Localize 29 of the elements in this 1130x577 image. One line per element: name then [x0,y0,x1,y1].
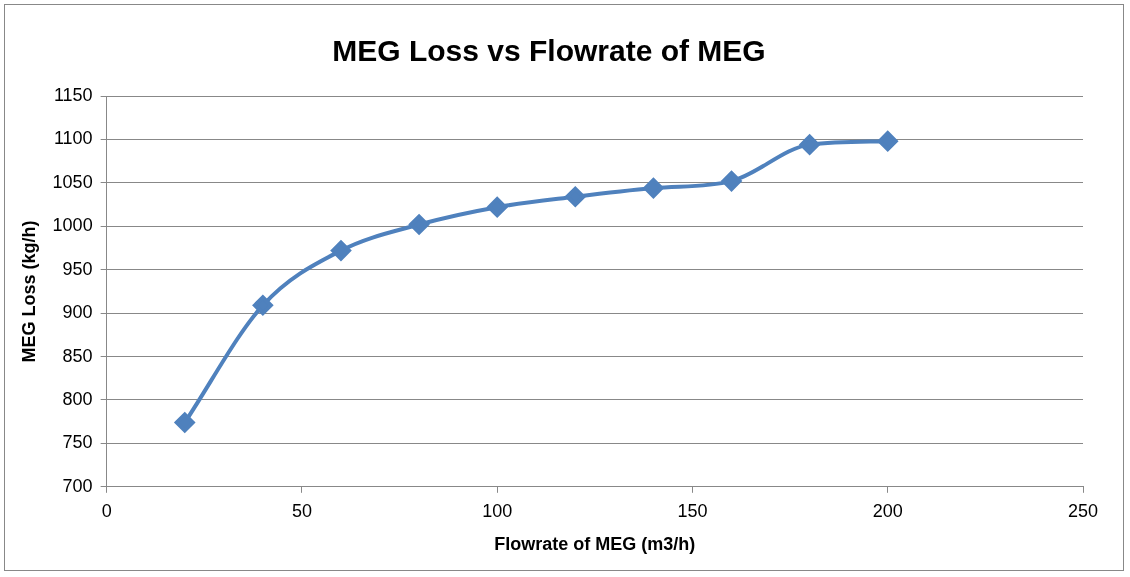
y-tick-label: 900 [62,302,93,323]
point [174,412,195,433]
x-tick-label: 100 [482,500,513,521]
x-axis-title: Flowrate of MEG (m3/h) [494,534,696,555]
y-tick-label: 950 [62,258,93,279]
y-tick-label: 850 [62,345,93,366]
point [252,295,273,316]
point [799,134,820,155]
x-tick-label: 200 [872,500,903,521]
y-tick-label: 1000 [52,215,93,236]
point [877,131,898,152]
chart-title: MEG Loss vs Flowrate of MEG [332,34,766,68]
point [721,171,742,192]
y-tick-label: 1100 [53,128,93,149]
x-tick-label: 0 [101,500,112,521]
point [643,178,664,199]
y-axis-title: MEG Loss (kg/h) [18,220,39,363]
y-tick-label: 700 [62,475,93,496]
x-tick-label: 250 [1067,500,1099,521]
x-tick-label: 150 [677,500,708,521]
point [330,240,351,261]
y-tick-label: 1150 [53,84,93,105]
y-tick-label: 1050 [52,171,93,192]
point [409,214,430,235]
y-tick-label: 800 [62,388,93,409]
point [565,186,586,207]
x-tick-label: 50 [291,500,312,521]
point [487,197,508,218]
y-tick-label: 750 [62,432,93,453]
